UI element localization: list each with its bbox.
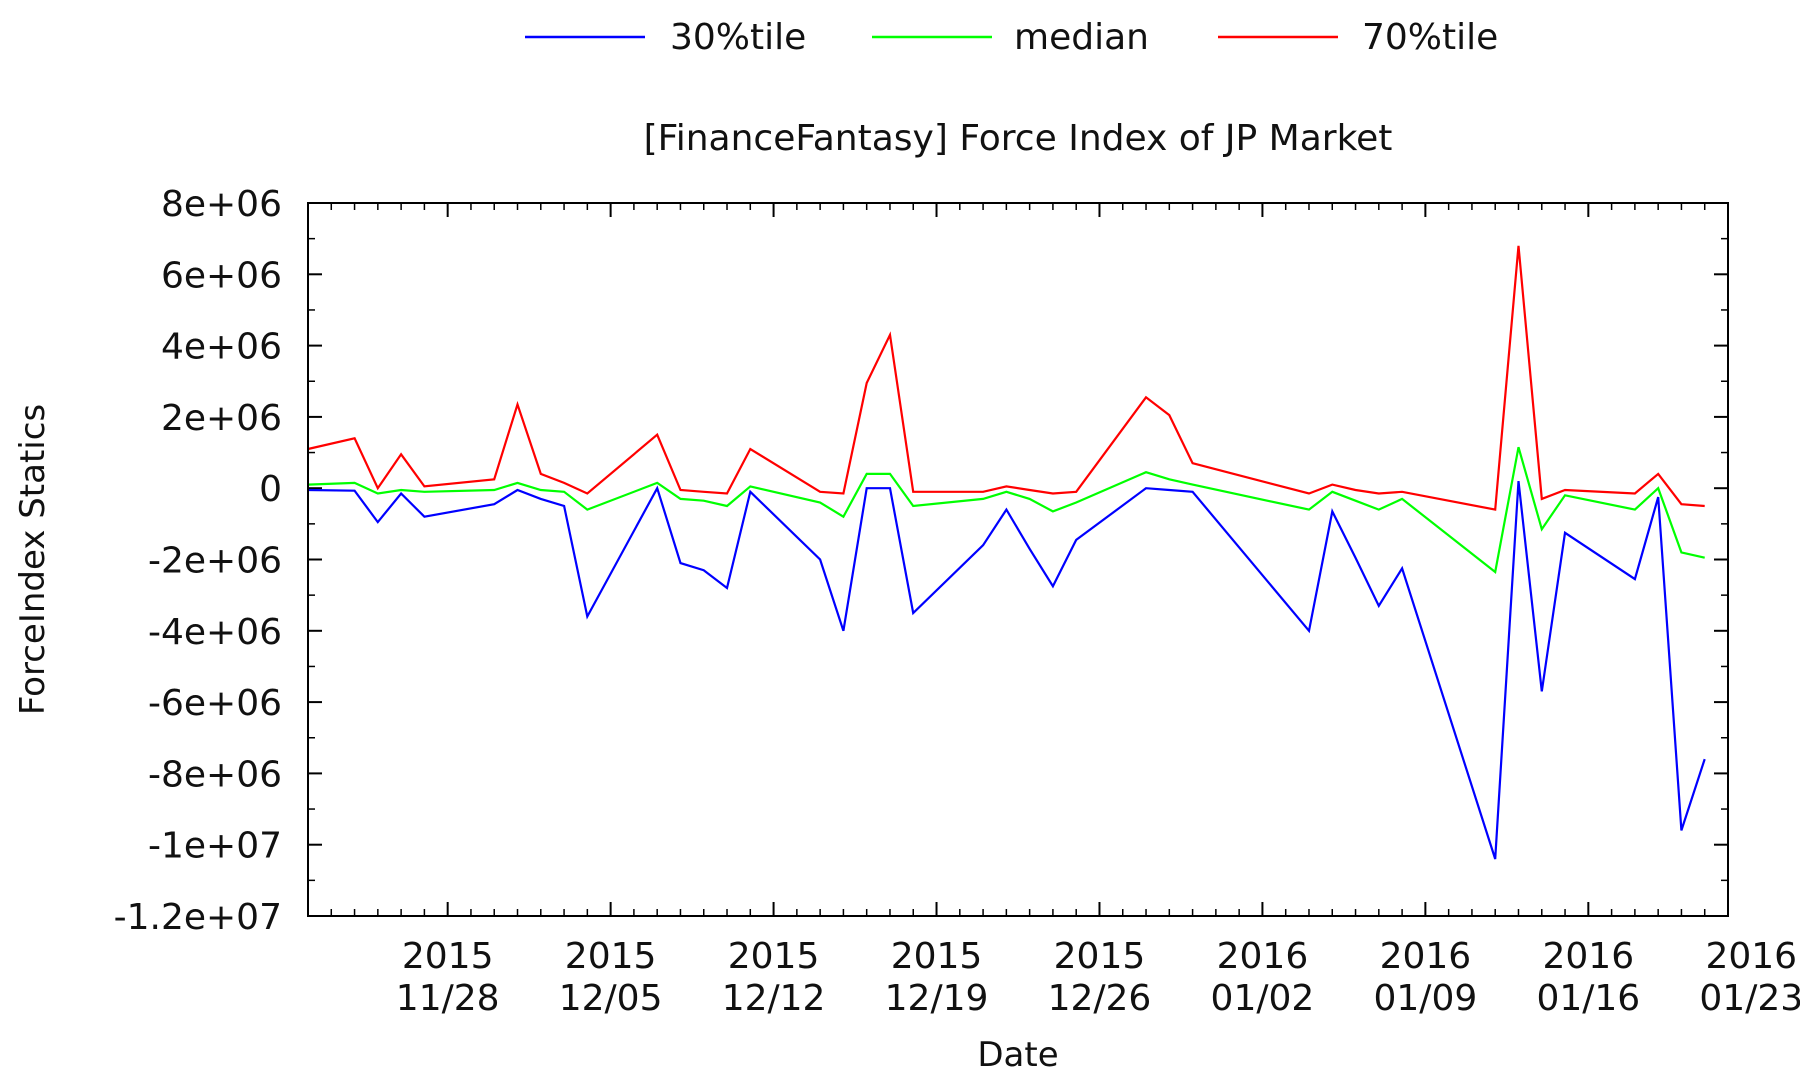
legend-label: 70%tile [1362, 17, 1498, 58]
x-tick-year: 2016 [1705, 936, 1797, 977]
x-tick-date: 01/23 [1699, 978, 1800, 1019]
x-tick-year: 2016 [1217, 936, 1309, 977]
y-tick-label: -2e+06 [148, 541, 282, 582]
y-tick-label: -6e+06 [148, 683, 282, 724]
x-tick-year: 2016 [1543, 936, 1635, 977]
series-line-30-tile [307, 480, 1706, 860]
x-tick-date: 01/02 [1211, 978, 1315, 1019]
y-tick-label: -4e+06 [148, 612, 282, 653]
series-line-median [307, 446, 1705, 574]
plot-frame [307, 202, 1729, 917]
y-tick-label: 0 [259, 469, 282, 510]
axis-ticks [307, 202, 1729, 917]
x-tick-date: 01/16 [1536, 978, 1640, 1019]
x-tick-year: 2015 [891, 936, 983, 977]
x-tick-date: 01/09 [1374, 978, 1478, 1019]
y-tick-label: 4e+06 [161, 327, 282, 368]
x-axis-title: Date [977, 1035, 1058, 1075]
x-tick-date: 12/19 [885, 978, 989, 1019]
y-axis-title: ForceIndex Statics [13, 404, 53, 715]
legend-label: 30%tile [670, 17, 806, 58]
x-tick-date: 12/26 [1048, 978, 1152, 1019]
x-tick-year: 2016 [1380, 936, 1472, 977]
legend-label: median [1014, 17, 1149, 58]
y-tick-label: -1.2e+07 [114, 897, 282, 938]
y-tick-label: 8e+06 [161, 184, 282, 225]
y-tick-label: 6e+06 [161, 255, 282, 296]
x-tick-year: 2015 [1054, 936, 1146, 977]
y-tick-label: 2e+06 [161, 398, 282, 439]
x-tick-year: 2015 [402, 936, 494, 977]
series-line-70-tile [307, 245, 1705, 511]
y-tick-label: -1e+07 [148, 826, 282, 867]
series-lines [307, 245, 1706, 860]
y-tick-label: -8e+06 [148, 754, 282, 795]
x-tick-date: 12/12 [722, 978, 826, 1019]
chart-title: [FinanceFantasy] Force Index of JP Marke… [644, 118, 1393, 159]
x-tick-date: 11/28 [396, 978, 500, 1019]
legend: 30%tile median 70%tile [525, 17, 1498, 58]
x-axis-tick-labels: 201511/28201512/05201512/12201512/192015… [396, 936, 1800, 1019]
x-tick-year: 2015 [728, 936, 820, 977]
x-tick-date: 12/05 [559, 978, 663, 1019]
x-tick-year: 2015 [565, 936, 657, 977]
y-axis-tick-labels: 8e+06 6e+06 4e+06 2e+06 0 -2e+06 -4e+06 -6e+06 -… [114, 184, 282, 938]
